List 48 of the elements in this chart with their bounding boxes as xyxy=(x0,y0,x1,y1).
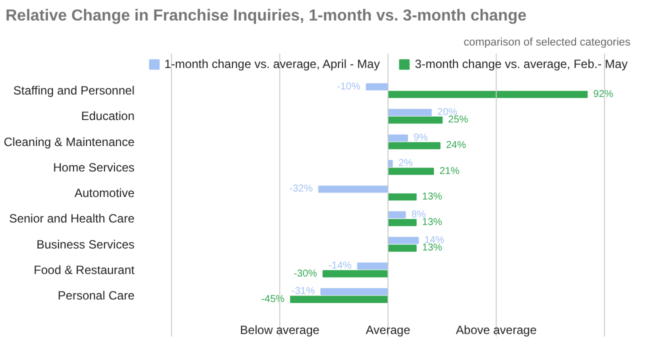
bar xyxy=(388,108,432,116)
data-label: 9% xyxy=(413,132,428,144)
y-tick-label: Personal Care xyxy=(58,288,135,303)
y-tick-label: Education xyxy=(81,109,134,124)
bar xyxy=(388,236,419,244)
data-label: -14% xyxy=(328,260,352,272)
bar xyxy=(366,83,388,90)
y-tick-label: Senior and Health Care xyxy=(9,212,135,226)
y-tick-label: Staffing and Personnel xyxy=(13,84,134,98)
data-label: 25% xyxy=(448,114,468,126)
data-label: 2% xyxy=(398,158,413,170)
chart-title: Relative Change in Franchise Inquiries, 1-month vs. 3-month change xyxy=(6,8,527,24)
bar xyxy=(322,270,388,278)
bar xyxy=(388,116,443,124)
legend-label: 3-month change vs. average, Feb.- May xyxy=(414,57,628,71)
data-label: 24% xyxy=(446,140,466,152)
bar xyxy=(320,288,388,296)
data-label: 21% xyxy=(439,166,460,177)
bar xyxy=(318,186,388,193)
y-tick-label: Automotive xyxy=(74,186,135,200)
bar xyxy=(388,168,434,175)
bar xyxy=(388,90,588,98)
bar xyxy=(388,218,417,226)
y-tick-label: Home Services xyxy=(53,160,134,174)
annotation: Below average xyxy=(240,323,320,338)
data-label: 13% xyxy=(422,191,442,202)
bar xyxy=(388,142,440,150)
bar xyxy=(388,211,406,218)
y-tick-label: Food & Restaurant xyxy=(34,262,136,277)
data-label: -45% xyxy=(261,294,285,305)
annotation: Average xyxy=(366,323,411,338)
legend-label: 1-month change vs. average, April - May xyxy=(164,57,380,71)
bar xyxy=(388,193,417,200)
bar xyxy=(388,134,408,142)
annotation: Above average xyxy=(456,323,537,338)
chart-subtitle: comparison of selected categories xyxy=(464,36,631,48)
data-label: -32% xyxy=(289,184,313,195)
bar xyxy=(290,296,388,303)
data-label: 92% xyxy=(593,88,614,100)
data-label: -10% xyxy=(337,81,360,92)
data-label: 13% xyxy=(422,217,442,228)
bar xyxy=(357,262,388,270)
bar xyxy=(388,244,417,252)
data-label: 13% xyxy=(422,242,442,254)
data-label: -30% xyxy=(294,268,318,280)
y-tick-label: Business Services xyxy=(36,237,135,252)
y-tick-label: Cleaning & Maintenance xyxy=(4,134,135,149)
data-label: -31% xyxy=(292,286,315,298)
